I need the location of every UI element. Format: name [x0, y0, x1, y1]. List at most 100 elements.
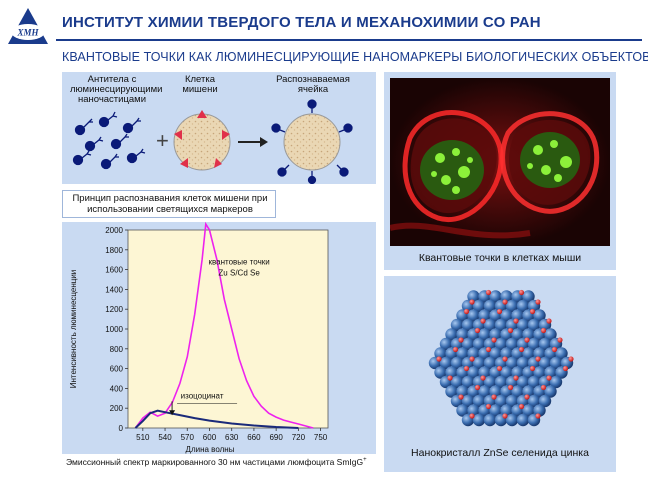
selenium-atom — [496, 308, 503, 315]
zinc-atom — [533, 404, 546, 417]
institute-logo: ХМН — [6, 6, 50, 46]
zinc-atom — [450, 318, 464, 332]
zinc-atom — [483, 413, 497, 427]
selenium-atom — [568, 356, 574, 362]
mouse-cells-micrograph — [390, 78, 610, 246]
zinc-atom — [467, 366, 480, 379]
selenium-atom — [480, 375, 486, 381]
zinc-atom — [505, 337, 519, 351]
selenium-atom — [513, 375, 519, 381]
zinc-atom — [494, 375, 508, 389]
zinc-atom — [494, 337, 508, 351]
x-axis-label: Длина волны — [186, 445, 235, 454]
zinc-atom — [505, 413, 519, 427]
zinc-atom — [472, 394, 486, 408]
zinc-atom — [489, 290, 502, 303]
chart-caption-sup: + — [363, 457, 367, 464]
zinc-atom — [494, 318, 508, 332]
selenium-atom — [474, 327, 481, 334]
target-cell-label: Клетка мишени — [182, 74, 218, 95]
zinc-atom — [544, 328, 557, 341]
chart-caption-text: Эмиссионный спектр маркированного 30 нм … — [66, 457, 364, 467]
zinc-atom — [505, 394, 519, 408]
selenium-atom — [463, 365, 470, 372]
selenium-atom — [502, 356, 508, 362]
annotation-arrowhead — [169, 410, 176, 416]
chart-annotations: квантовые точки Zu S/Cd Se изоцоцинат — [169, 258, 270, 416]
zinc-atom — [489, 328, 502, 341]
zinc-atom — [500, 309, 513, 322]
zinc-atom — [533, 366, 546, 379]
y-tick-label: 200 — [110, 404, 124, 413]
series-lines — [134, 222, 314, 429]
zinc-atom — [533, 347, 546, 360]
y-tick-label: 1400 — [105, 285, 123, 294]
antibody-nanoparticles — [72, 111, 146, 170]
selenium-atom — [513, 318, 519, 324]
zinc-atom — [439, 356, 453, 370]
antibodies-label: Антитела с люминесцирующими наночастицам… — [70, 74, 163, 105]
zinc-atom — [500, 290, 513, 303]
nanocrystal-caption: Нанокристалл ZnSe селенида цинка — [411, 447, 589, 459]
process-arrow — [238, 137, 268, 147]
zinc-atom — [472, 356, 486, 370]
recognized-cell — [271, 99, 353, 184]
selenium-atom — [480, 318, 486, 324]
zinc-atom — [472, 413, 486, 427]
zinc-atom — [456, 347, 469, 360]
selenium-atom — [562, 365, 569, 372]
zinc-atom — [439, 337, 453, 351]
zinc-atom — [445, 385, 458, 398]
zinc-atom — [505, 356, 519, 370]
page-subtitle: КВАНТОВЫЕ ТОЧКИ КАК ЛЮМИНЕСЦИРУЮЩИЕ НАНО… — [62, 50, 648, 64]
zinc-atom — [456, 385, 469, 398]
selenium-atom — [535, 299, 541, 305]
zinc-atom — [467, 290, 480, 303]
zinc-atom — [478, 328, 491, 341]
zinc-atom — [516, 318, 530, 332]
selenium-atom — [496, 365, 503, 372]
zinc-atom — [533, 309, 546, 322]
zinc-atom — [549, 375, 563, 389]
zinc-atom — [489, 404, 502, 417]
cell-left — [402, 110, 504, 222]
y-tick-label: 800 — [110, 345, 124, 354]
zinc-atom — [511, 328, 524, 341]
zinc-atom — [483, 356, 497, 370]
selenium-atom — [518, 346, 525, 353]
selenium-atom — [485, 346, 492, 353]
selenium-atom — [469, 356, 475, 362]
zinc-atom — [516, 375, 530, 389]
selenium-atom — [524, 337, 530, 343]
y-axis-label: Интенсивность люминесценции — [69, 270, 78, 389]
x-tick-label: 750 — [314, 433, 328, 442]
selenium-atom — [452, 346, 459, 353]
selenium-atom — [529, 365, 536, 372]
selenium-atom — [535, 413, 541, 419]
zinc-atom — [472, 299, 486, 313]
y-tick-label: 2000 — [105, 226, 123, 235]
selenium-atom — [518, 403, 525, 410]
y-tick-label: 0 — [119, 424, 124, 433]
selenium-atom — [447, 375, 453, 381]
selenium-atom — [540, 327, 547, 334]
selenium-atom — [529, 308, 536, 315]
x-tick-label: 540 — [158, 433, 172, 442]
zinc-atom — [445, 366, 458, 379]
selenium-atom — [502, 413, 508, 419]
selenium-atom — [502, 299, 508, 305]
zinc-atom — [450, 356, 464, 370]
zinc-atom — [522, 347, 535, 360]
x-axis-ticks: 510 540 570 600 630 660 690 720 750 — [136, 428, 328, 442]
zinc-atom — [516, 413, 530, 427]
zinc-atom — [500, 347, 513, 360]
selenium-atom — [474, 384, 481, 391]
zinc-atom — [544, 385, 557, 398]
zinc-atom — [478, 309, 491, 322]
selenium-atom — [469, 413, 475, 419]
zinc-atom — [555, 347, 568, 360]
target-cell — [173, 110, 231, 171]
selenium-atom — [524, 394, 530, 400]
x-tick-label: 720 — [292, 433, 306, 442]
zinc-atom — [461, 318, 475, 332]
